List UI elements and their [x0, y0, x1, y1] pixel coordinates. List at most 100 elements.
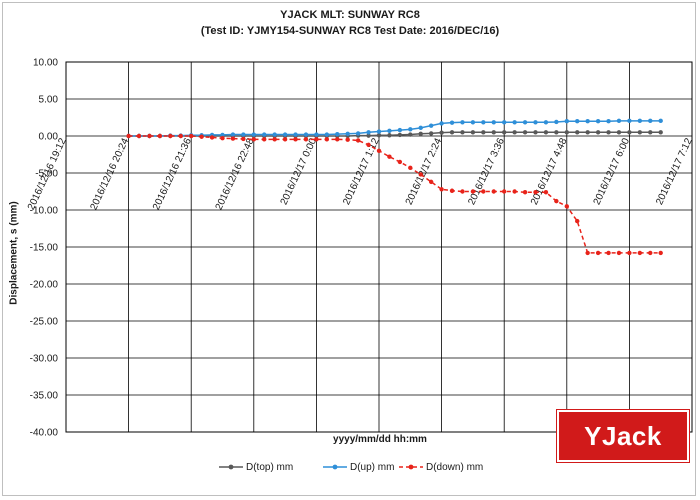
data-point	[282, 132, 288, 137]
data-point	[533, 190, 538, 195]
y-tick-label: 10.00	[33, 58, 58, 69]
legend-item: D(up) mm	[322, 462, 394, 473]
data-point	[428, 131, 434, 136]
data-point	[575, 218, 580, 224]
legend: D(top) mm D(up) mm D(down) mm	[0, 462, 700, 476]
data-point	[470, 130, 476, 135]
data-point	[355, 138, 361, 143]
data-point	[627, 130, 632, 135]
data-point	[606, 250, 611, 256]
chart-subtitle: (Test ID: YJMY154-SUNWAY RC8 Test Date: …	[200, 25, 500, 37]
data-point	[293, 132, 298, 137]
yjack-logo-text: YJack	[584, 420, 662, 451]
y-tick-label: -5.00	[35, 169, 58, 180]
data-point	[585, 250, 590, 256]
data-point	[648, 118, 653, 124]
data-point	[491, 120, 496, 125]
data-point	[209, 135, 215, 140]
data-point	[575, 130, 580, 135]
data-point	[241, 132, 246, 137]
data-point	[543, 130, 549, 135]
data-point	[648, 250, 653, 256]
data-point	[147, 133, 152, 139]
data-point	[449, 188, 455, 193]
legend-label: D(top) mm	[246, 462, 294, 473]
data-point	[324, 132, 330, 137]
data-point	[262, 137, 267, 142]
data-point	[355, 131, 361, 136]
data-point	[543, 120, 549, 125]
y-tick-label: 0.00	[39, 132, 59, 143]
data-point	[397, 127, 403, 133]
data-point	[428, 179, 434, 185]
data-point	[543, 190, 549, 195]
data-point	[658, 130, 663, 135]
chart-frame	[2, 2, 696, 496]
series-line	[128, 135, 661, 254]
data-point	[230, 132, 236, 137]
data-point	[481, 120, 486, 125]
data-point	[554, 119, 559, 125]
series-2	[126, 118, 663, 139]
data-point	[533, 120, 538, 125]
x-tick-label: 2016/12/17 7:12	[654, 136, 695, 207]
data-point	[595, 250, 601, 256]
data-point	[627, 250, 632, 256]
data-point	[366, 142, 371, 148]
data-point	[575, 119, 580, 124]
x-tick-label: 2016/12/16 22:48	[214, 136, 257, 212]
data-point	[199, 134, 204, 139]
data-point	[522, 130, 528, 135]
data-point	[470, 189, 476, 194]
legend-item: D(top) mm	[218, 462, 293, 473]
data-point	[512, 130, 517, 135]
data-point	[554, 198, 559, 204]
legend-swatch	[399, 464, 423, 470]
data-point	[595, 119, 601, 124]
grid-lines	[65, 61, 693, 433]
data-point	[324, 137, 330, 142]
data-point	[408, 132, 413, 137]
legend-swatch	[219, 464, 243, 470]
data-point	[606, 130, 611, 135]
data-point	[460, 189, 465, 194]
data-point	[376, 133, 382, 138]
data-point	[428, 123, 434, 128]
series-3	[126, 133, 663, 256]
data-point	[522, 120, 528, 125]
y-tick-label: -15.00	[30, 243, 59, 254]
data-point	[157, 133, 163, 139]
legend-label: D(down) mm	[426, 462, 484, 473]
data-point	[449, 130, 455, 135]
data-point	[418, 125, 423, 131]
data-point	[585, 119, 590, 124]
y-tick-label: -30.00	[30, 354, 59, 365]
data-point	[189, 133, 194, 139]
data-point	[637, 130, 643, 135]
data-point	[439, 130, 444, 135]
data-point	[408, 165, 413, 171]
x-tick-label: 2016/12/16 20:24	[88, 136, 131, 212]
data-point	[314, 132, 319, 137]
data-point	[376, 129, 382, 134]
data-point	[606, 119, 611, 124]
data-point	[272, 132, 277, 137]
series-line	[128, 131, 661, 137]
series-layer	[126, 118, 663, 256]
y-tick-label: -25.00	[30, 317, 59, 328]
data-point	[564, 130, 569, 135]
data-point	[220, 136, 225, 141]
data-point	[126, 133, 131, 139]
data-point	[637, 250, 643, 256]
data-point	[168, 133, 173, 139]
x-axis-label: yyyy/mm/dd hh:mm	[333, 434, 427, 445]
data-point	[303, 132, 309, 137]
data-point	[408, 127, 413, 132]
data-point	[303, 137, 309, 142]
data-point	[658, 118, 663, 124]
x-tick-label: 2016/12/17 3:36	[466, 136, 507, 207]
x-tick-label: 2016/12/17 1:12	[341, 136, 382, 207]
data-point	[136, 133, 142, 139]
data-point	[439, 121, 444, 126]
